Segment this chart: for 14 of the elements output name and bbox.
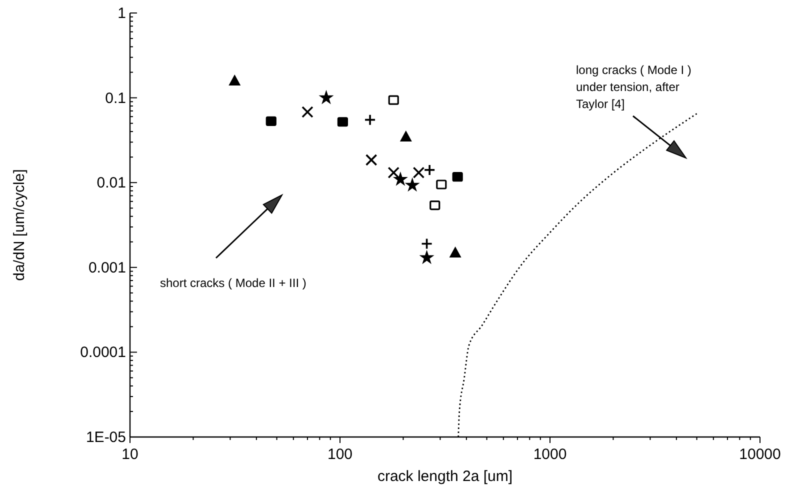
y-tick-label: 0.1 <box>105 90 126 107</box>
y-axis-title: da/dN [um/cycle] <box>11 169 28 281</box>
x-tick-label: 1000 <box>533 446 567 463</box>
y-tick-label: 1 <box>118 5 126 22</box>
x-tick-label: 10000 <box>739 446 781 463</box>
x-tick-label: 100 <box>327 446 353 463</box>
y-tick-label: 0.01 <box>96 174 126 192</box>
y-tick-label: 0.001 <box>88 259 126 276</box>
annotation: short cracks ( Mode II + III ) <box>160 276 306 290</box>
annotation: long cracks ( Mode I ) under tension, after Taylor [4] <box>576 63 692 111</box>
y-tick-label: 1E-05 <box>86 429 126 446</box>
x-tick-label: 10 <box>122 446 138 463</box>
x-axis-title: crack length 2a [um] <box>377 468 513 485</box>
y-tick-label: 0.0001 <box>80 344 126 362</box>
